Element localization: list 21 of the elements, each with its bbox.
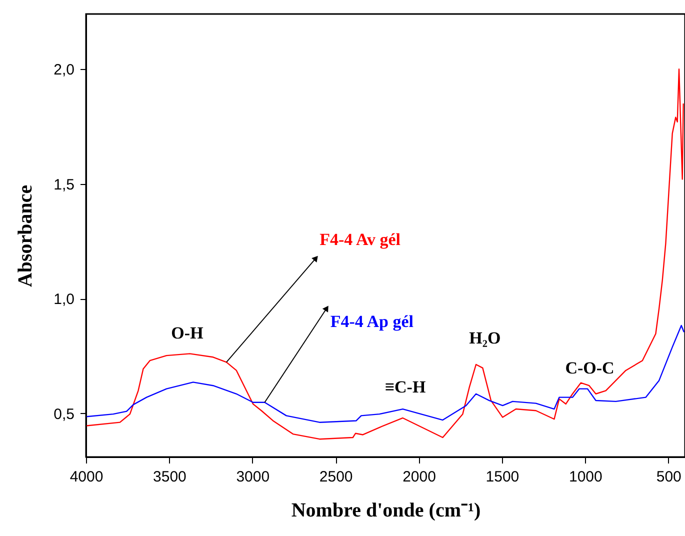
x-tick-label: 2000: [402, 468, 436, 486]
annotation: O-H: [171, 323, 204, 342]
line-series: [86, 68, 684, 440]
annotation: C-O-C: [565, 358, 614, 378]
x-tick-label: 1000: [568, 468, 602, 486]
y-tick-label: 1,0: [54, 291, 74, 308]
annotation: ≡C-H: [384, 377, 426, 396]
x-tick-label: 500: [656, 468, 682, 486]
x-tick-label: 2500: [319, 468, 353, 486]
y-axis-title: Absorbance: [14, 184, 37, 288]
text: F4-4 Ap gél: [330, 312, 414, 331]
x-tick-label: 4000: [70, 468, 104, 486]
y-tick-label: 1,5: [54, 176, 74, 194]
annotation: H₂O: [469, 328, 501, 348]
x-tick-label: 3000: [236, 468, 270, 486]
text: F4-4 Av gél: [320, 230, 401, 249]
x-tick-label: 3500: [153, 468, 186, 486]
y-tick-label: 2,0: [54, 62, 74, 79]
x-tick-label: 1500: [486, 468, 520, 486]
y-tick-label: 0,5: [54, 406, 74, 423]
x-axis-title: Nombre d'onde (cm⁻¹): [291, 500, 481, 522]
